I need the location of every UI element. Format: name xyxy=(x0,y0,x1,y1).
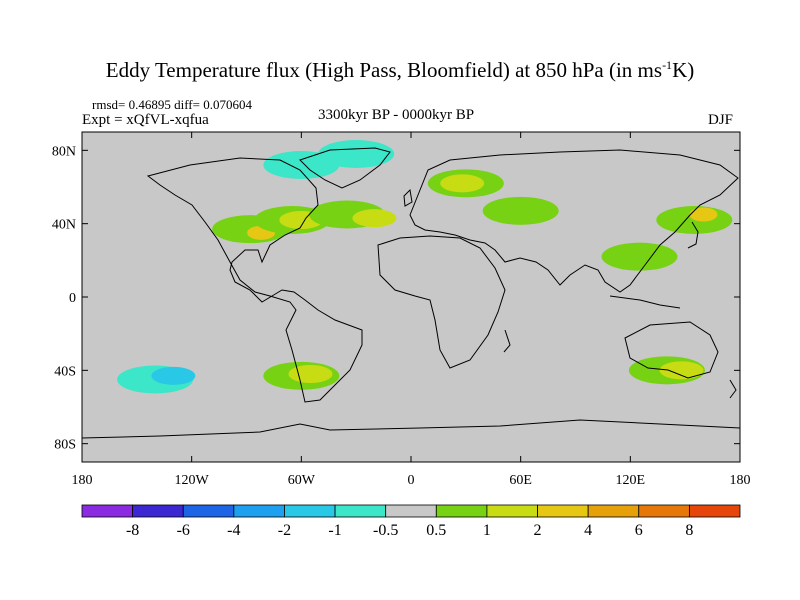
anomaly-region xyxy=(352,209,397,228)
colorbar-swatch xyxy=(688,504,741,518)
coastline-australia xyxy=(624,321,719,379)
longitude-axis: 180 120W 60W 0 60E 120E 180 xyxy=(72,132,751,488)
coastline-north-america xyxy=(146,157,363,403)
colorbar-swatch xyxy=(638,504,690,518)
coastline-greenland xyxy=(299,147,391,189)
lon-tick-label: 0 xyxy=(408,473,415,488)
latitude-axis: 80N 40N 0 40S 80S xyxy=(52,144,740,453)
anomaly-region xyxy=(659,361,704,380)
colorbar-labels: -8 -6 -4 -2 -1 -0.5 0.5 1 2 4 6 8 xyxy=(126,522,693,539)
lat-tick-label: 80S xyxy=(54,438,76,453)
lon-tick-label: 60W xyxy=(288,473,316,488)
colorbar-label: 6 xyxy=(635,522,643,539)
colorbar-swatch xyxy=(587,504,640,518)
lon-tick-label: 60E xyxy=(509,473,532,488)
colorbar-swatch xyxy=(385,504,437,518)
colorbar-swatch xyxy=(182,504,235,518)
colorbar-swatch xyxy=(284,504,336,518)
colorbar-label: -6 xyxy=(177,522,190,539)
stats-line: rmsd= 0.46895 diff= 0.070604 xyxy=(92,97,252,112)
lat-tick-label: 40N xyxy=(52,218,76,233)
anomaly-region xyxy=(601,242,678,271)
lat-tick-label: 0 xyxy=(69,291,76,306)
coastline-indonesia xyxy=(609,295,681,309)
colorbar-swatch xyxy=(435,504,488,518)
colorbar-label: 8 xyxy=(685,522,693,539)
coastline-antarctica xyxy=(82,419,740,439)
colorbar-swatch xyxy=(132,504,184,518)
coastline-africa xyxy=(377,235,506,369)
map-background xyxy=(82,132,740,462)
colorbar-label: 2 xyxy=(534,522,542,539)
colorbar-swatch xyxy=(233,504,285,518)
coastline-eurasia xyxy=(409,149,739,293)
anomaly-region xyxy=(151,366,196,385)
lat-tick-label: 80N xyxy=(52,144,76,159)
anomaly-region xyxy=(482,196,559,225)
coastline-japan xyxy=(687,221,699,249)
coastlines xyxy=(82,147,740,439)
coastline-madagascar xyxy=(503,329,511,353)
coastline-new-zealand xyxy=(729,379,737,399)
colorbar-label: 1 xyxy=(483,522,491,539)
anomaly-region xyxy=(263,151,340,179)
colorbar-swatch xyxy=(81,504,134,518)
map-title: Eddy Temperature flux (High Pass, Bloomf… xyxy=(105,58,695,82)
colorbar xyxy=(81,504,741,518)
colorbar-label: -8 xyxy=(126,522,139,539)
coastline-uk xyxy=(403,188,413,207)
lon-tick-label: 120E xyxy=(616,473,646,488)
colorbar-swatch xyxy=(334,504,387,518)
anomaly-region xyxy=(689,207,718,222)
colorbar-swatch xyxy=(486,504,538,518)
anomaly-region xyxy=(440,174,485,193)
colorbar-label: -0.5 xyxy=(373,522,398,539)
lat-tick-label: 40S xyxy=(54,364,76,379)
anomaly-region xyxy=(288,365,333,383)
colorbar-label: 0.5 xyxy=(426,522,446,539)
season-label: DJF xyxy=(708,112,734,128)
experiment-label: Expt = xQfVL-xqfua xyxy=(82,112,209,128)
colorbar-label: -2 xyxy=(278,522,291,539)
colorbar-label: 4 xyxy=(584,522,592,539)
anomaly-layer xyxy=(117,140,733,394)
lon-tick-label: 180 xyxy=(72,473,93,488)
lon-tick-label: 180 xyxy=(730,473,751,488)
lon-tick-label: 120W xyxy=(175,473,210,488)
colorbar-label: -4 xyxy=(227,522,240,539)
colorbar-label: -1 xyxy=(328,522,341,539)
colorbar-swatch xyxy=(537,504,589,518)
period-label: 3300kyr BP - 0000kyr BP xyxy=(318,107,475,123)
